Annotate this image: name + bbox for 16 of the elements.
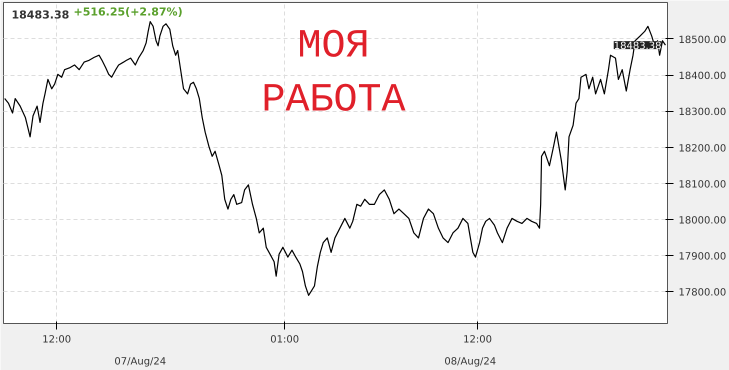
annotation: МОЯ РАБОТА (261, 24, 406, 124)
y-tick-label: 17800.00 (678, 288, 726, 299)
text: 18483.38 (12, 8, 70, 22)
y-tick-label: 18300.00 (678, 107, 726, 118)
x-tick-label: 12:00 (463, 334, 492, 346)
chart-subtitle: +516.25(+2.87%) (74, 6, 183, 18)
y-tick-label: 18100.00 (678, 179, 726, 190)
x-tick-label: 12:00 (42, 334, 72, 346)
text: 07/Aug/24 (114, 356, 166, 368)
x-tick-label: 01:00 (270, 334, 300, 346)
y-tick-label: 18200.00 (678, 143, 726, 154)
text: 08/Aug/24 (444, 356, 496, 368)
y-tick-label: 18400.00 (678, 71, 726, 82)
y-tick-label: 18000.00 (678, 216, 726, 227)
y-tick-label: 17900.00 (678, 252, 726, 263)
y-tick-label: 18500.00 (678, 34, 726, 46)
